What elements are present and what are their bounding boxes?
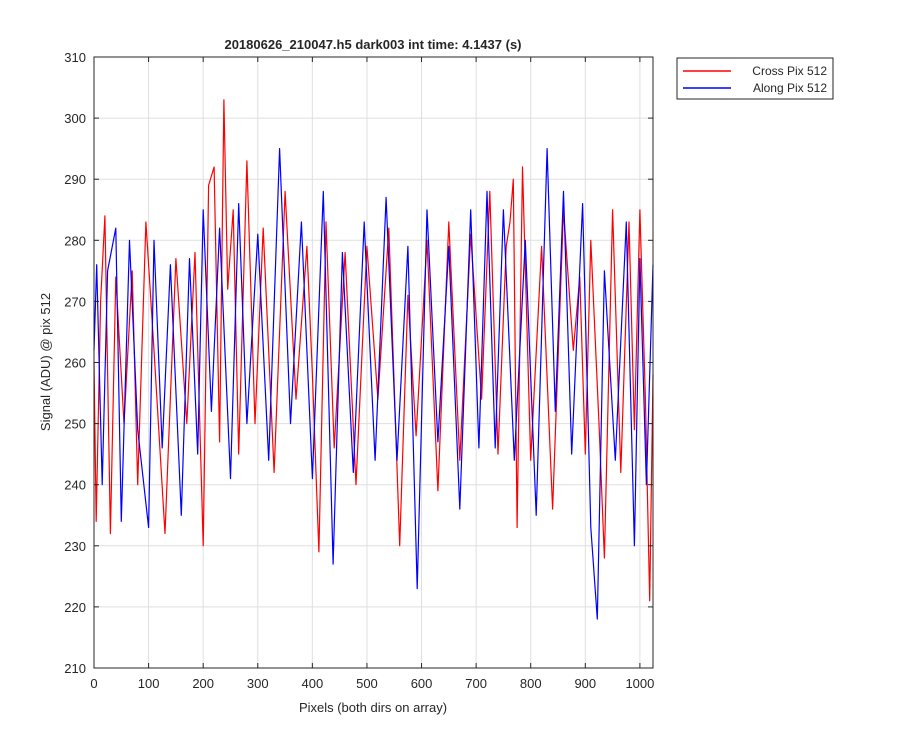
x-tick-label: 200	[192, 676, 214, 691]
x-tick-label: 800	[520, 676, 542, 691]
axis-ticks: 0 100 200 300 400 500 600 700 800 900 1000 210 220 23…	[64, 50, 654, 691]
chart-title: 20180626_210047.h5 dark003 int time: 4.1…	[224, 37, 521, 52]
x-tick-label: 700	[465, 676, 487, 691]
x-tick-label: 400	[302, 676, 324, 691]
y-tick-label: 230	[64, 539, 86, 554]
x-tick-label: 0	[90, 676, 97, 691]
y-tick-label: 250	[64, 417, 86, 432]
x-tick-label: 900	[574, 676, 596, 691]
series-line-2	[93, 148, 654, 620]
y-tick-label: 210	[64, 661, 86, 676]
legend-label-2: Along Pix 512	[753, 81, 827, 95]
y-tick-label: 220	[64, 600, 86, 615]
y-axis-label: Signal (ADU) @ pix 512	[38, 293, 53, 431]
x-axis-label: Pixels (both dirs on array)	[299, 700, 447, 715]
y-tick-label: 270	[64, 294, 86, 309]
x-tick-label: 100	[138, 676, 160, 691]
y-tick-label: 310	[64, 50, 86, 65]
x-tick-label: 600	[411, 676, 433, 691]
y-tick-label: 260	[64, 356, 86, 371]
legend-box	[676, 57, 834, 100]
x-tick-label: 1000	[625, 676, 654, 691]
legend: Cross Pix 512 Along Pix 512	[676, 57, 834, 100]
y-tick-label: 240	[64, 478, 86, 493]
legend-label-1: Cross Pix 512	[752, 64, 827, 78]
x-tick-label: 500	[356, 676, 378, 691]
y-tick-label: 280	[64, 233, 86, 248]
series-lines	[93, 99, 654, 620]
y-tick-label: 290	[64, 172, 86, 187]
x-tick-label: 300	[247, 676, 269, 691]
y-tick-label: 300	[64, 111, 86, 126]
